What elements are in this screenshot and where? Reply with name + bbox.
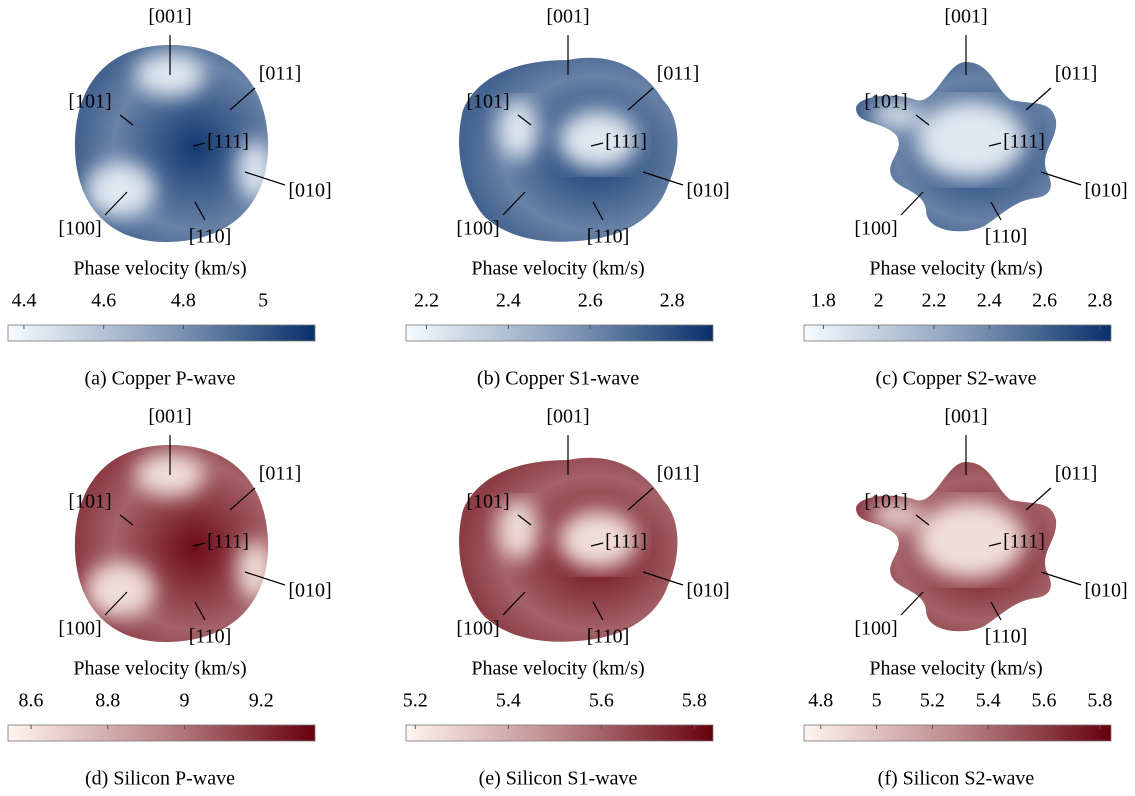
direction-label: [011] [1055,463,1098,485]
colorbar-label: Phase velocity (km/s) [471,258,644,280]
direction-label: [100] [58,218,101,240]
direction-label: [101] [68,491,111,513]
colorbar-tick-label: 5.2 [920,690,945,712]
colorbar [8,325,315,341]
direction-label: [010] [686,580,729,602]
colorbar-tick-label: 8.8 [95,690,120,712]
direction-label: [111] [1003,131,1045,153]
direction-label: [101] [864,491,907,513]
direction-label: [101] [68,91,111,113]
direction-label: [001] [944,406,987,428]
caption: (d) Silicon P-wave [85,768,235,790]
direction-label: [110] [985,626,1028,648]
direction-label: [011] [657,63,700,85]
direction-label: [110] [985,226,1028,248]
colorbar-tick-label: 9 [180,690,190,712]
colorbar-tick-label: 5.6 [1032,690,1057,712]
direction-label: [110] [587,626,630,648]
direction-label: [101] [466,491,509,513]
direction-label: [101] [466,91,509,113]
panel: [001] [011] [101] [111] [010] [100] [110] Phase… [406,6,730,390]
colorbar-tick-label: 5.8 [682,690,707,712]
direction-label: [100] [456,618,499,640]
caption: (e) Silicon S1-wave [479,768,638,790]
direction-label: [011] [1055,63,1098,85]
direction-label: [110] [189,226,232,248]
colorbar-tick-label: 2.4 [496,290,521,312]
colorbar-tick-label: 5.4 [496,690,521,712]
figure: [001] [011] [101] [111] [010] [100] [110] Phase… [0,0,1135,796]
panel: [001] [011] [101] [111] [010] [100] [110] Phase… [8,406,332,790]
direction-label: [111] [605,131,647,153]
colorbar [406,725,713,741]
colorbar-tick-label: 8.6 [19,690,44,712]
colorbar-tick-label: 2.2 [414,290,439,312]
light-region [85,562,155,618]
colorbar-tick-label: 2.4 [977,290,1002,312]
panel: [001] [011] [101] [111] [010] [100] [110] Phase… [804,406,1128,790]
panel: [001] [011] [101] [111] [010] [100] [110] Phase… [804,6,1128,390]
direction-label: [100] [456,218,499,240]
direction-label: [110] [587,226,630,248]
caption: (a) Copper P-wave [84,368,235,390]
direction-label: [010] [1084,180,1127,202]
colorbar-tick-label: 2.8 [660,290,685,312]
colorbar-tick-label: 5.2 [403,690,428,712]
colorbar-tick-label: 2.8 [1087,290,1112,312]
colorbar-label: Phase velocity (km/s) [869,258,1042,280]
colorbar-tick-label: 5 [258,290,268,312]
colorbar-tick-label: 5.8 [1087,690,1112,712]
direction-label: [001] [148,6,191,28]
direction-label: [111] [605,531,647,553]
colorbar-tick-label: 4.8 [808,690,833,712]
colorbar [8,725,315,741]
colorbar-tick-label: 4.4 [11,290,36,312]
direction-label: [001] [148,406,191,428]
colorbar-tick-label: 4.6 [91,290,116,312]
colorbar-tick-label: 5 [872,690,882,712]
caption: (f) Silicon S2-wave [878,768,1035,790]
leader-line [901,192,923,215]
colorbar-tick-label: 9.2 [249,690,274,712]
colorbar [804,325,1111,341]
colorbar-tick-label: 4.8 [171,290,196,312]
caption: (c) Copper S2-wave [875,368,1036,390]
direction-label: [100] [854,618,897,640]
colorbar-tick-label: 2.6 [1032,290,1057,312]
direction-label: [010] [686,180,729,202]
leader-line [901,592,923,615]
colorbar-tick-label: 2.2 [921,290,946,312]
colorbar-tick-label: 5.4 [976,690,1001,712]
direction-label: [001] [546,6,589,28]
colorbar-tick-label: 2 [874,290,884,312]
direction-label: [001] [944,6,987,28]
colorbar-label: Phase velocity (km/s) [73,658,246,680]
colorbar [406,325,713,341]
colorbar [804,725,1111,741]
direction-label: [101] [864,91,907,113]
panel: [001] [011] [101] [111] [010] [100] [110] Phase… [8,6,332,390]
colorbar-label: Phase velocity (km/s) [73,258,246,280]
direction-label: [111] [1003,531,1045,553]
caption: (b) Copper S1-wave [477,368,639,390]
direction-label: [111] [207,131,249,153]
panel: [001] [011] [101] [111] [010] [100] [110] Phase… [403,406,730,790]
direction-label: [011] [259,63,302,85]
direction-label: [100] [854,218,897,240]
colorbar-label: Phase velocity (km/s) [869,658,1042,680]
direction-label: [111] [207,531,249,553]
light-region [85,162,155,218]
direction-label: [110] [189,626,232,648]
colorbar-tick-label: 5.6 [589,690,614,712]
colorbar-tick-label: 2.6 [578,290,603,312]
direction-label: [001] [546,406,589,428]
colorbar-tick-label: 1.8 [811,290,836,312]
direction-label: [010] [288,580,331,602]
direction-label: [010] [1084,580,1127,602]
direction-label: [011] [657,463,700,485]
colorbar-label: Phase velocity (km/s) [471,658,644,680]
direction-label: [100] [58,618,101,640]
direction-label: [011] [259,463,302,485]
direction-label: [010] [288,180,331,202]
